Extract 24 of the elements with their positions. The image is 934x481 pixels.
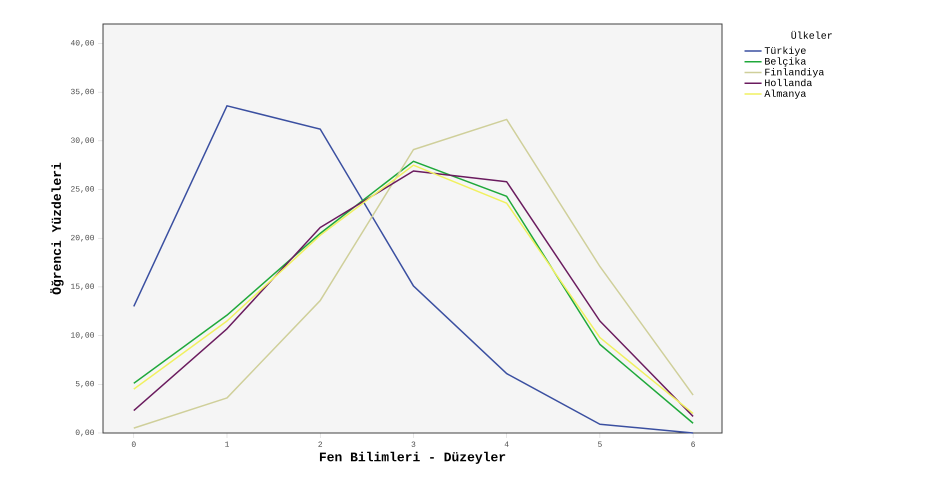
x-tick-label: 3	[412, 442, 416, 447]
legend-label: Finlandiya	[765, 68, 824, 78]
y-axis-title: Öğrenci Yüzdeleri	[50, 162, 64, 294]
y-tick-label: 10,00	[71, 332, 94, 339]
x-tick-label: 4	[504, 442, 509, 447]
legend-label: Türkiye	[764, 46, 806, 56]
y-tick-label: 5,00	[76, 380, 94, 388]
legend-title: Ülkeler	[791, 30, 832, 39]
legend-label: Almanya	[764, 90, 806, 99]
y-tick-label: 40,00	[70, 40, 94, 47]
y-tick-label: 25,00	[71, 186, 94, 193]
x-tick-label: 6	[691, 442, 695, 447]
y-tick-label: 30,00	[70, 137, 94, 144]
y-tick-label: 0,00	[76, 430, 94, 436]
y-tick-label: 35,00	[70, 88, 94, 96]
x-tick-label: 2	[318, 442, 322, 447]
y-tick-label: 20,00	[71, 234, 94, 242]
legend-label: Hollanda	[765, 78, 812, 86]
x-tick-label: 5	[598, 442, 602, 447]
y-tick-label: 15,00	[71, 284, 94, 290]
legend-label: Belçika	[765, 57, 806, 67]
x-axis-title: Fen Bilimleri - Düzeyler	[320, 452, 506, 464]
x-tick-label: 0	[132, 442, 136, 447]
x-tick-label: 1	[225, 442, 230, 447]
